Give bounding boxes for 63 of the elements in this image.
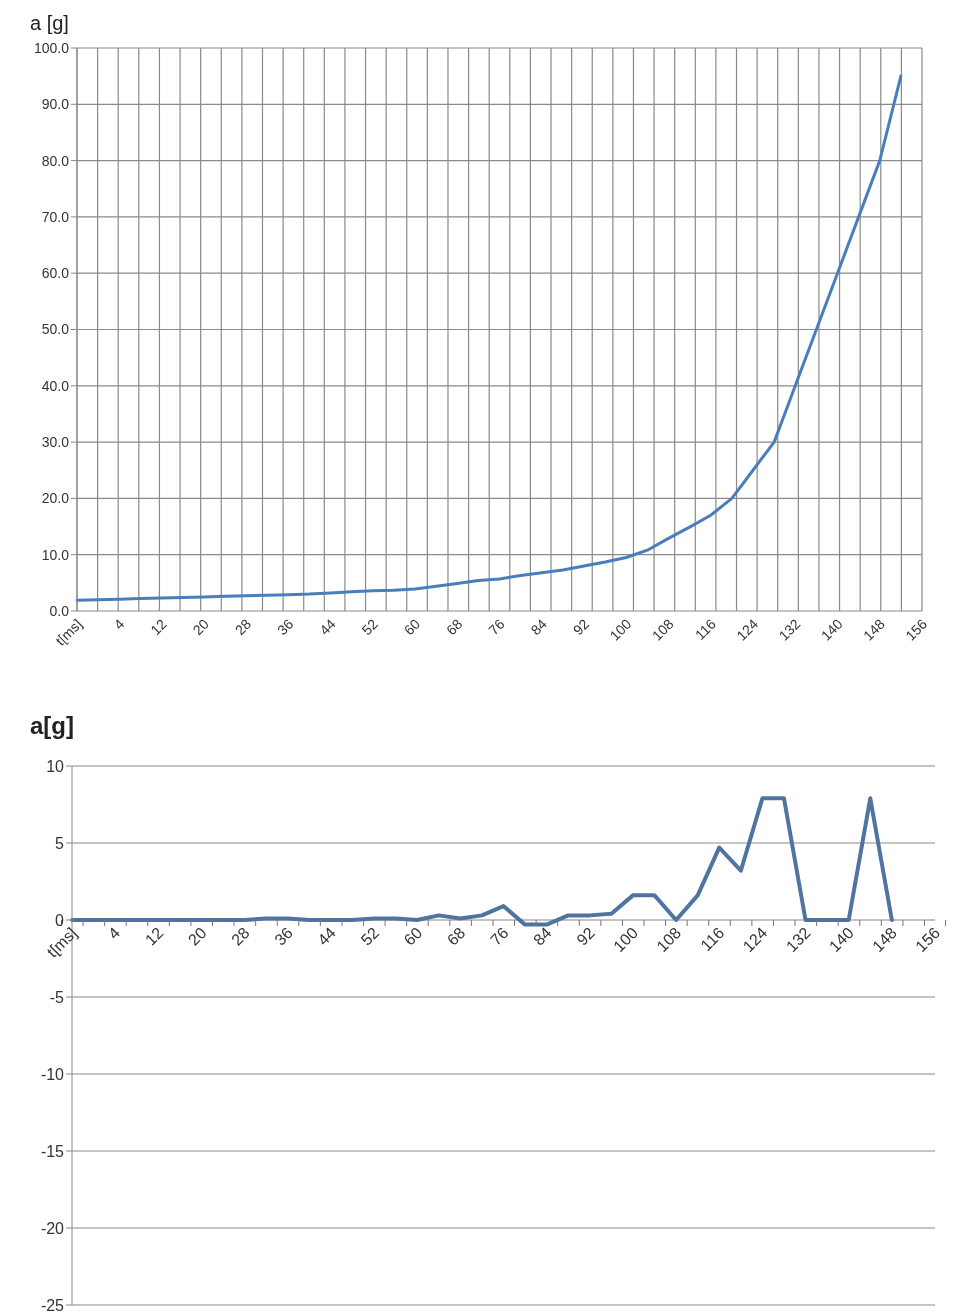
y-tick-label: 10.0 [41, 546, 70, 563]
x-tick-label: 132 [782, 924, 814, 955]
y-tick-label: 80.0 [41, 152, 70, 169]
x-tick-label: 20 [189, 615, 213, 639]
x-tick-label: 84 [530, 924, 555, 949]
x-tick-label: 52 [357, 924, 383, 949]
x-tick-label: 116 [697, 924, 728, 955]
x-tick-label: 92 [569, 615, 593, 639]
x-tick-label: 124 [733, 615, 762, 644]
y-tick-label: 60.0 [41, 265, 70, 282]
y-tick-label: 30.0 [41, 434, 70, 451]
x-tick-label: 12 [147, 615, 170, 639]
x-tick-label: 44 [314, 924, 340, 949]
x-tick-label: 4 [104, 924, 124, 943]
x-tick-label: 44 [316, 615, 339, 639]
x-tick-label: 92 [573, 924, 598, 949]
y-tick-label: 10 [46, 757, 65, 775]
y-axis-title: a [g] [30, 12, 69, 35]
y-tick-label: 50.0 [41, 321, 70, 338]
y-tick-label: 20.0 [41, 490, 70, 507]
x-tick-label: 60 [400, 615, 424, 639]
x-tick-label: 20 [184, 924, 210, 949]
x-tick-label: 148 [860, 615, 889, 644]
y-tick-label: 100.0 [33, 39, 70, 56]
x-tick-label: 76 [487, 924, 512, 949]
x-tick-label: 156 [912, 924, 944, 955]
x-tick-label: 36 [274, 615, 297, 639]
x-tick-label: 28 [228, 924, 253, 949]
x-tick-label: 28 [231, 615, 255, 639]
y-tick-label: -15 [40, 1142, 65, 1160]
x-tick-label: 132 [775, 615, 804, 644]
x-tick-label: 140 [825, 924, 857, 955]
x-tick-label: 12 [141, 924, 167, 949]
x-tick-label: 100 [610, 924, 642, 955]
y-tick-label: 5 [55, 834, 65, 852]
x-tick-label: 60 [400, 924, 426, 949]
y-axis-title: a[g] [30, 712, 74, 740]
y-tick-label: -5 [49, 988, 65, 1006]
x-tick-label: 108 [653, 924, 685, 955]
x-tick-label: 52 [358, 615, 382, 639]
x-tick-label: 76 [485, 615, 508, 639]
x-tick-label: 4 [110, 615, 128, 633]
y-tick-label: 40.0 [41, 377, 70, 394]
x-tick-label: 36 [271, 924, 296, 949]
y-tick-label: 70.0 [41, 208, 70, 225]
y-tick-label: 0 [55, 911, 65, 929]
x-tick-label: 124 [739, 924, 771, 955]
line-series [70, 796, 894, 927]
y-tick-label: -20 [40, 1219, 65, 1237]
line-series [75, 74, 903, 602]
x-tick-label: 148 [869, 924, 901, 955]
x-tick-label: 156 [902, 615, 931, 644]
x-tick-label: 140 [817, 615, 846, 644]
x-tick-label: 68 [443, 924, 469, 949]
y-tick-label: 90.0 [41, 96, 70, 113]
x-tick-label: 108 [648, 615, 677, 644]
y-tick-label: -10 [40, 1065, 65, 1083]
x-tick-label: 100 [606, 615, 635, 644]
x-tick-label: 68 [443, 615, 466, 639]
y-tick-label: -25 [40, 1296, 65, 1314]
x-tick-label: 84 [527, 615, 551, 639]
x-tick-label: 116 [691, 615, 720, 643]
y-tick-label: 0.0 [49, 602, 70, 619]
